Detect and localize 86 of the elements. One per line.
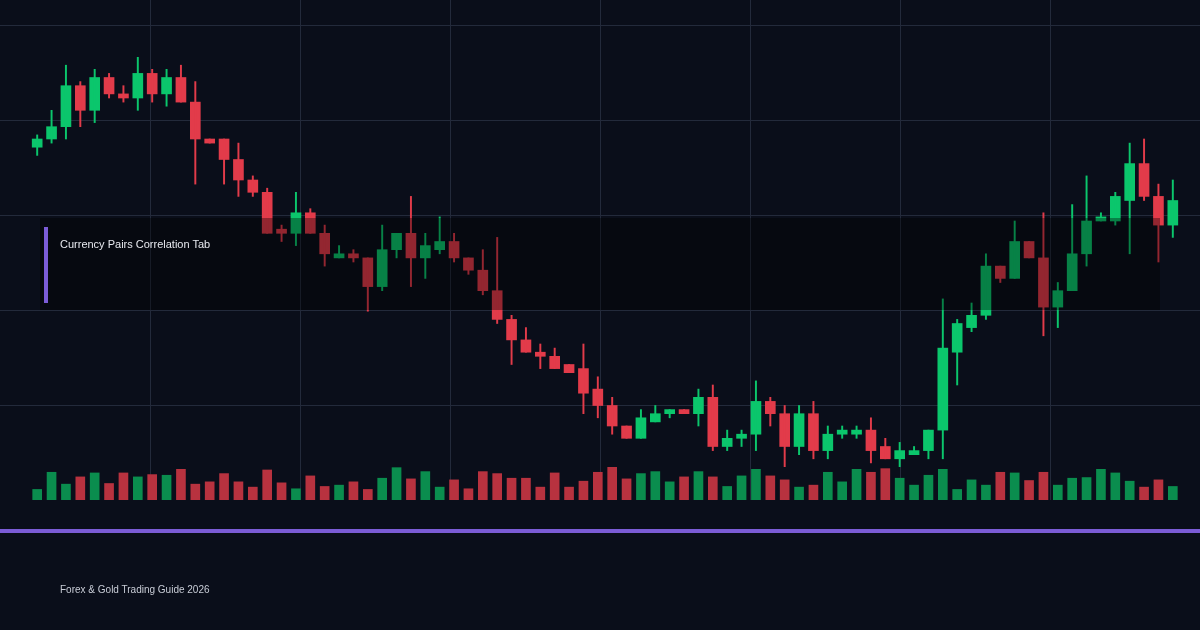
bar	[492, 473, 503, 500]
bar	[1067, 477, 1078, 500]
bar	[506, 477, 517, 500]
bar	[707, 476, 718, 500]
bar	[420, 471, 431, 500]
bar	[765, 475, 776, 500]
bar	[607, 467, 618, 500]
bar	[233, 481, 244, 500]
bar	[693, 471, 704, 500]
bar	[262, 469, 273, 500]
bar	[1052, 484, 1063, 500]
bar	[621, 478, 632, 500]
bar	[1024, 480, 1034, 500]
bar	[406, 478, 416, 500]
bar	[779, 479, 790, 500]
candlestick	[563, 364, 575, 374]
bar	[348, 481, 359, 500]
bar	[89, 472, 100, 500]
bar	[837, 481, 848, 500]
bar	[1110, 472, 1121, 500]
bar	[1096, 468, 1106, 500]
bar	[147, 474, 158, 500]
bar	[391, 467, 402, 500]
bar	[1139, 486, 1149, 500]
bar	[952, 489, 963, 500]
bar	[247, 486, 258, 500]
bar	[794, 486, 804, 500]
bar	[751, 468, 761, 500]
bar	[578, 480, 589, 500]
bar	[463, 488, 474, 500]
bar	[132, 476, 143, 500]
bar	[61, 483, 71, 500]
candlestick	[621, 425, 632, 439]
bar	[176, 468, 186, 500]
bar	[535, 486, 546, 500]
bar	[822, 471, 833, 500]
bar	[981, 484, 991, 500]
text: Forex & Gold Trading Guide 2026	[60, 584, 210, 595]
bar	[636, 473, 646, 500]
bar	[880, 468, 891, 500]
bar	[937, 468, 948, 500]
bar	[1081, 477, 1092, 500]
bar	[276, 482, 287, 500]
bar	[362, 489, 373, 500]
bar	[104, 483, 114, 500]
bar	[966, 479, 977, 500]
bar	[894, 477, 905, 500]
bar	[521, 477, 531, 500]
bar	[204, 481, 215, 500]
bar	[722, 486, 733, 500]
bar	[305, 475, 316, 500]
bar	[1153, 479, 1164, 500]
text: Currency Pairs Correlation Tab	[60, 238, 211, 250]
bar	[1124, 480, 1135, 500]
bar	[219, 473, 229, 500]
bar	[995, 471, 1006, 500]
bar	[664, 481, 675, 500]
bar	[923, 474, 934, 500]
bar	[32, 489, 43, 500]
bar	[334, 484, 344, 500]
bar	[449, 479, 459, 500]
bar	[866, 471, 876, 500]
bar	[736, 475, 747, 500]
bar	[564, 486, 574, 500]
bar	[434, 486, 445, 500]
bar	[1167, 486, 1178, 500]
bar	[549, 472, 560, 500]
bar	[1009, 472, 1020, 500]
bar	[851, 468, 862, 500]
bar	[75, 476, 86, 500]
candlestick	[678, 409, 690, 415]
bar	[161, 474, 172, 500]
bar	[808, 484, 819, 500]
bar	[291, 488, 301, 500]
bar	[650, 471, 661, 500]
bar	[1038, 471, 1049, 500]
bar	[118, 472, 129, 500]
bar	[477, 471, 488, 500]
bar	[592, 471, 603, 500]
bar	[190, 483, 201, 500]
bar	[319, 486, 330, 500]
bar	[46, 471, 57, 500]
bar	[679, 476, 689, 500]
bar	[377, 477, 388, 500]
bar	[909, 484, 919, 500]
candlestick	[1023, 241, 1035, 259]
